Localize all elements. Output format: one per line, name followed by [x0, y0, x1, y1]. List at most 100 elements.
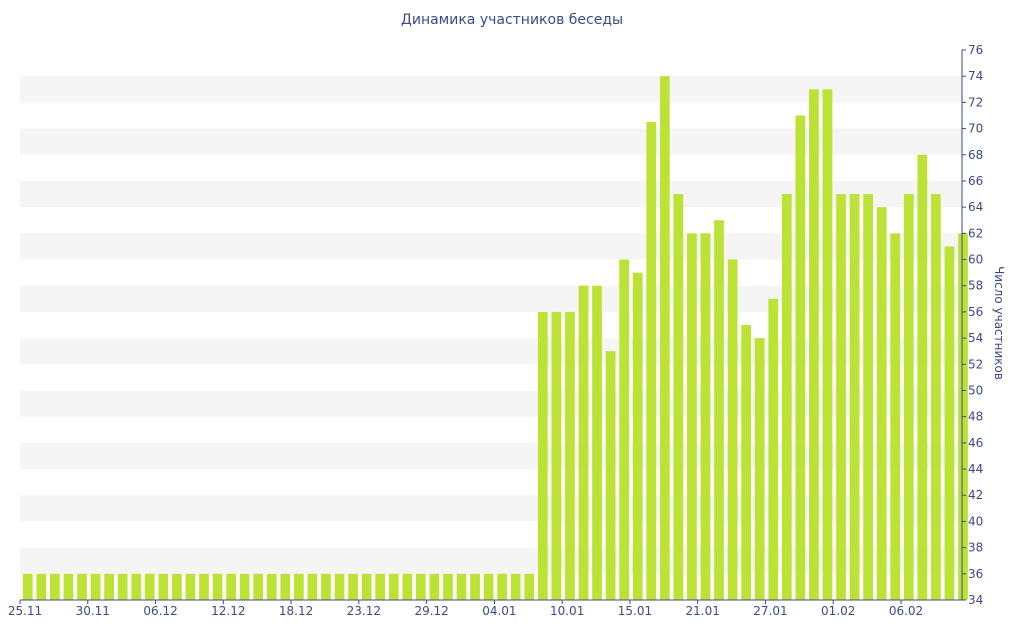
bar [741, 325, 752, 600]
bar [944, 246, 955, 600]
bar [619, 259, 630, 600]
bar [605, 351, 616, 600]
bar [456, 573, 467, 600]
y-tick-label: 42 [968, 488, 983, 502]
bar [253, 573, 264, 600]
grid-band [20, 442, 962, 470]
bar [375, 573, 386, 600]
bar [293, 573, 304, 600]
bar [483, 573, 494, 600]
grid-band [20, 128, 962, 155]
bar [551, 311, 562, 600]
y-tick-label: 62 [968, 226, 983, 240]
grid-bands [20, 76, 962, 574]
bar [429, 573, 440, 600]
bar [36, 573, 47, 600]
y-tick-label: 44 [968, 462, 983, 476]
x-tick-label: 25.11 [8, 604, 42, 618]
x-tick-label: 30.11 [76, 604, 110, 618]
bar [280, 573, 291, 600]
x-tick-label: 29.12 [414, 604, 448, 618]
bar [714, 220, 724, 601]
bar [22, 573, 33, 600]
bar [578, 285, 589, 600]
bar [171, 573, 182, 600]
x-tick-label: 27.01 [753, 604, 787, 618]
grid-band [20, 390, 962, 417]
y-tick-label: 48 [968, 410, 983, 424]
bars-group [22, 76, 968, 601]
bar [700, 233, 711, 600]
bar [687, 233, 697, 600]
bar [443, 573, 453, 600]
bar [890, 233, 901, 600]
y-tick-label: 74 [968, 69, 983, 83]
bar [90, 573, 101, 600]
bar [809, 89, 819, 600]
y-axis-label: Число участников [992, 266, 1006, 380]
x-tick-label: 06.02 [889, 604, 923, 618]
y-tick-label: 60 [968, 253, 983, 267]
x-tick-label: 15.01 [618, 604, 652, 618]
grid-band [20, 233, 962, 260]
bar [931, 194, 941, 601]
bar [415, 573, 426, 600]
bar [659, 76, 670, 600]
bar [917, 154, 928, 600]
bar [863, 194, 873, 601]
y-tick-label: 68 [968, 148, 983, 162]
bar [497, 573, 508, 600]
y-tick-label: 50 [968, 383, 983, 397]
bar [510, 573, 521, 600]
y-tick-label: 54 [968, 331, 983, 345]
bar [646, 122, 657, 601]
x-tick-label: 06.12 [143, 604, 177, 618]
grid-band [20, 180, 962, 208]
bar [77, 573, 87, 600]
bar [361, 573, 372, 600]
bar [50, 573, 60, 600]
y-tick-label: 40 [968, 514, 983, 528]
bar [524, 573, 535, 600]
bar [632, 272, 643, 600]
bar [334, 573, 345, 600]
bar [470, 573, 480, 600]
bar [592, 285, 602, 600]
grid-band [20, 495, 962, 522]
x-axis: 25.11 30.11 06.12 12.12 18.12 23.12 29.12 04.01… [8, 599, 962, 618]
grid-band [20, 547, 962, 574]
y-tick-label: 76 [968, 43, 983, 57]
bar [117, 573, 128, 600]
bar [226, 573, 236, 600]
y-tick-label: 38 [968, 541, 983, 555]
bar [348, 573, 358, 600]
y-tick-label: 66 [968, 174, 983, 188]
bar [876, 207, 887, 600]
x-tick-label: 01.02 [821, 604, 855, 618]
bar [822, 89, 833, 600]
y-tick-label: 58 [968, 279, 983, 293]
grid-band [20, 285, 962, 312]
grid-band [20, 76, 962, 103]
bar [321, 573, 331, 600]
bar [727, 259, 738, 600]
bar [199, 573, 209, 600]
x-tick-label: 18.12 [279, 604, 313, 618]
chart-title: Динамика участников беседы [400, 12, 624, 28]
x-tick-label: 12.12 [211, 604, 245, 618]
x-tick-label: 21.01 [686, 604, 720, 618]
bar [537, 311, 548, 600]
x-tick-label: 23.12 [347, 604, 381, 618]
y-tick-label: 70 [968, 122, 983, 136]
bar [565, 311, 575, 600]
bar [903, 194, 914, 601]
bar [754, 338, 765, 600]
bar [104, 573, 114, 600]
y-tick-label: 46 [968, 436, 983, 450]
y-tick-label: 36 [968, 567, 983, 581]
bar [388, 573, 399, 600]
bar [768, 298, 779, 600]
bar [185, 573, 196, 600]
